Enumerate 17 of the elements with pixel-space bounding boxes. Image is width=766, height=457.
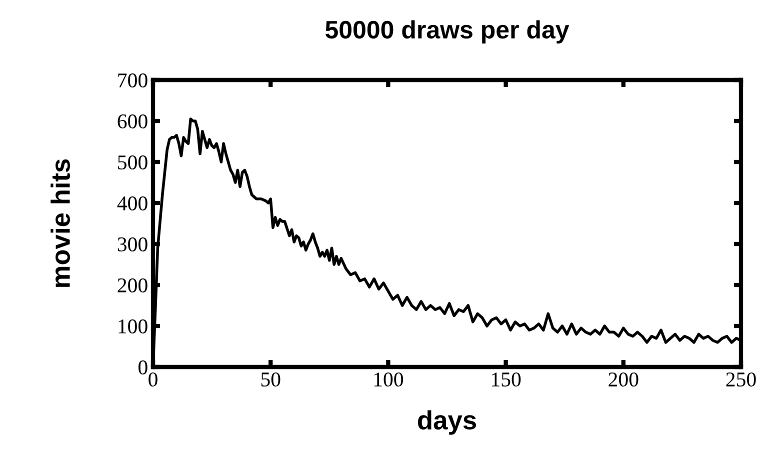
- y-axis-title: movie hits: [50, 159, 70, 288]
- x-tick-label: 250: [726, 372, 756, 387]
- y-tick-label: 600: [118, 114, 148, 128]
- y-tick-label: 200: [118, 278, 148, 292]
- y-tick-label: 100: [118, 319, 148, 334]
- chart-title: 50000 draws per day: [325, 20, 570, 44]
- x-tick-label: 150: [492, 372, 521, 387]
- y-tick-label: 500: [118, 155, 148, 170]
- x-tick-label: 200: [608, 372, 638, 387]
- x-tick-label: 100: [374, 372, 404, 387]
- y-tick-label: 400: [117, 196, 148, 210]
- y-tick-label: 700: [118, 73, 148, 88]
- x-tick-label: 0: [148, 372, 158, 387]
- y-tick-label: 300: [118, 237, 148, 252]
- x-tick-label: 50: [261, 372, 280, 387]
- x-axis-title: days: [418, 410, 476, 435]
- y-tick-label: 0: [138, 360, 148, 374]
